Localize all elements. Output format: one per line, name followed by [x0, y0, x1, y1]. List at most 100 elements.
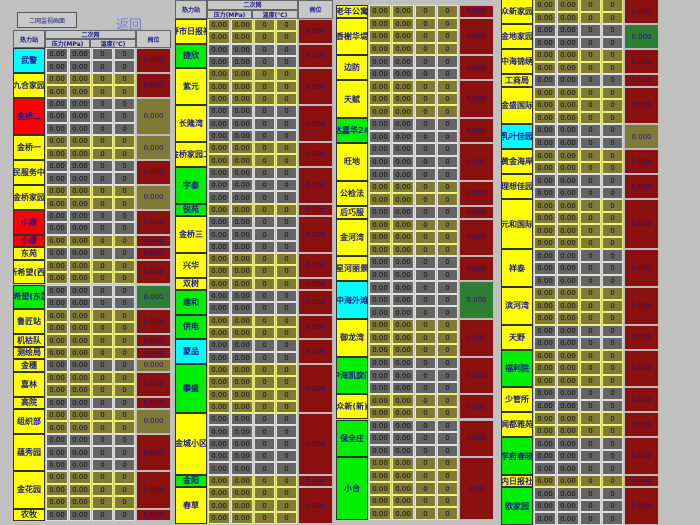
temperature-cell: 0: [415, 293, 436, 307]
pressure-cell: 0.00: [69, 384, 91, 397]
pressure-cell: 0.00: [69, 184, 91, 198]
station-name[interactable]: 祥泰: [501, 249, 533, 288]
pressure-cell: 0.00: [231, 166, 253, 180]
station-name[interactable]: 众新家园: [501, 0, 533, 25]
station-name[interactable]: 小台: [336, 457, 368, 520]
station-name[interactable]: 滨河湾: [501, 287, 533, 325]
temperature-cell: 0: [437, 331, 458, 345]
station-name[interactable]: 元和国际: [501, 199, 533, 250]
station-name[interactable]: 金桥二: [13, 97, 45, 136]
station-name[interactable]: 建和: [175, 289, 207, 315]
station-name[interactable]: 组织部: [13, 408, 45, 434]
station-name[interactable]: 金阳: [175, 474, 207, 488]
station-name[interactable]: 金桥一: [13, 135, 45, 161]
pressure-cell: 0.00: [46, 296, 68, 310]
station-name[interactable]: 中海外滩: [336, 281, 368, 319]
station-name[interactable]: 中海锦绣: [501, 49, 533, 75]
station-name[interactable]: 机枯队: [13, 334, 45, 347]
station-name[interactable]: 乳叶佳园: [501, 124, 533, 150]
station-name[interactable]: 金花园: [13, 471, 45, 509]
station-name[interactable]: 武警: [13, 48, 45, 73]
station-name[interactable]: 九合家园: [13, 72, 45, 98]
station-name[interactable]: 金桥家园二: [175, 142, 207, 167]
station-name[interactable]: 春草: [175, 487, 207, 524]
station-name[interactable]: 天野: [501, 324, 533, 350]
station-name[interactable]: 黄金海岸: [501, 149, 533, 175]
station-name[interactable]: 旺达嘉华2#站: [336, 118, 368, 144]
station-name[interactable]: 旺地: [336, 143, 368, 181]
station-name[interactable]: 闻都雅苑: [501, 412, 533, 438]
station-name[interactable]: 捷欣: [175, 43, 207, 69]
station-name[interactable]: 攀盛: [175, 363, 207, 414]
station-name[interactable]: 后巧服: [336, 205, 368, 219]
pressure-cell: 0.00: [69, 234, 91, 248]
station-name[interactable]: 兴华: [175, 253, 207, 278]
station-name[interactable]: 天赋: [336, 80, 368, 119]
station-name[interactable]: 小康: [13, 234, 45, 248]
station-name[interactable]: 新希望(东区): [13, 284, 45, 310]
pressure-cell: 0.00: [392, 55, 414, 68]
station-name[interactable]: 少管所: [501, 387, 533, 413]
station-name[interactable]: 公检法: [336, 180, 368, 206]
pressure-cell: 0.00: [369, 105, 391, 119]
station-name[interactable]: 老年公寓: [336, 5, 368, 18]
pressure-cell: 0.00: [392, 432, 414, 445]
station-name[interactable]: 供电: [175, 314, 207, 340]
station-name[interactable]: 理想佳园: [501, 174, 533, 200]
valve-position: 0.000: [136, 160, 171, 185]
temperature-cell: 0: [276, 265, 297, 278]
temperature-cell: 0: [602, 174, 623, 187]
station-name[interactable]: 香榭华堤: [336, 17, 368, 56]
station-name[interactable]: 边防: [336, 55, 368, 81]
pressure-cell: 0.00: [46, 483, 68, 497]
station-name[interactable]: 宇泰: [175, 166, 207, 204]
station-name[interactable]: 金桥三: [175, 216, 207, 253]
station-name[interactable]: 市民服务中心: [13, 160, 45, 185]
station-name[interactable]: 长隆湾: [175, 105, 207, 143]
station-name[interactable]: 锐苑: [175, 203, 207, 217]
station-name[interactable]: 测绘局: [13, 346, 45, 360]
station-name[interactable]: 农牧: [13, 508, 45, 521]
station-name[interactable]: 学府春晓: [501, 437, 533, 475]
station-name[interactable]: 金河湾: [336, 218, 368, 257]
station-name[interactable]: 蒙品: [175, 339, 207, 364]
station-name[interactable]: 众新(新): [336, 394, 368, 420]
station-name[interactable]: 中海凯旋门: [336, 356, 368, 395]
station-name[interactable]: 嘉林: [13, 371, 45, 397]
back-link[interactable]: 返回: [116, 18, 143, 33]
temperature-cell: 0: [415, 469, 436, 483]
station-name[interactable]: 呼市日报社: [175, 19, 207, 44]
station-name[interactable]: 高院: [13, 396, 45, 409]
pressure-cell: 0.00: [46, 222, 68, 235]
temperature-cell: 0: [114, 72, 135, 86]
temperature-cell: 0: [114, 284, 135, 297]
temperature-cell: 0: [580, 11, 601, 25]
pressure-cell: 0.00: [392, 469, 414, 483]
pressure-cell: 0.00: [69, 172, 91, 185]
station-name[interactable]: 工商局: [501, 74, 533, 87]
station-name[interactable]: 金桥家园: [13, 184, 45, 210]
station-name[interactable]: 金盛国际: [501, 86, 533, 125]
station-name[interactable]: 东苑: [13, 247, 45, 260]
station-name[interactable]: 福利院: [501, 349, 533, 388]
station-name[interactable]: 鲁匠站: [13, 309, 45, 335]
station-name[interactable]: 金穗: [13, 359, 45, 372]
station-name[interactable]: 小康: [13, 209, 45, 235]
station-name[interactable]: 保全庄: [336, 419, 368, 458]
station-name[interactable]: 星河丽景: [336, 256, 368, 282]
temperature-cell: 0: [254, 43, 275, 56]
station-name[interactable]: 金地家园: [501, 24, 533, 50]
station-name[interactable]: 新希望(西): [13, 259, 45, 285]
temperature-cell: 0: [437, 92, 458, 106]
monitor-screen-button[interactable]: 二网监视画面: [17, 12, 77, 28]
station-name[interactable]: 紫元: [175, 68, 207, 106]
pressure-cell: 0.00: [231, 240, 253, 254]
station-name[interactable]: 欧家园: [501, 487, 533, 525]
station-name[interactable]: 御龙湾: [336, 319, 368, 357]
station-name[interactable]: 双树: [175, 277, 207, 290]
pressure-cell: 0.00: [46, 72, 68, 86]
station-name[interactable]: 金城小区: [175, 413, 207, 475]
temperature-cell: 0: [276, 166, 297, 180]
station-name[interactable]: 蕴秀园: [13, 433, 45, 472]
station-name[interactable]: 内日报社: [501, 474, 533, 488]
